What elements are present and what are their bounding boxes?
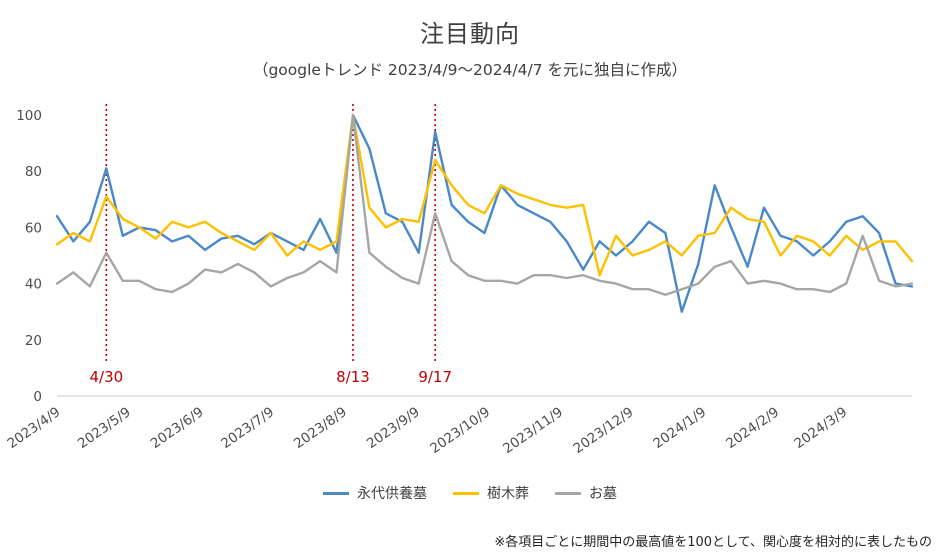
legend-label: 永代供養墓 [357, 486, 427, 502]
legend-line-yellow [453, 491, 479, 495]
y-axis-label: 80 [25, 164, 42, 180]
x-axis-label: 2024/3/9 [791, 404, 850, 452]
x-axis-label: 2023/11/9 [500, 404, 566, 457]
series-line-0 [55, 113, 914, 313]
chart-legend: 永代供養墓 樹木葬 お墓 [0, 483, 940, 503]
legend-item-ohaka: お墓 [555, 483, 617, 503]
y-axis-label: 60 [25, 220, 42, 236]
x-axis-label: 2024/2/9 [723, 404, 782, 452]
annotation-label: 9/17 [418, 368, 452, 386]
x-axis-label: 2023/4/9 [4, 404, 63, 452]
x-axis-label: 2023/5/9 [75, 404, 134, 452]
legend-line-gray [555, 491, 581, 495]
x-axis-label: 2023/12/9 [571, 404, 637, 457]
legend-item-jumokuso: 樹木葬 [453, 483, 529, 503]
legend-label: 樹木葬 [487, 486, 529, 502]
annotation-label: 8/13 [336, 368, 370, 386]
x-axis-label: 2023/10/9 [427, 404, 493, 457]
y-axis-label: 40 [25, 277, 42, 293]
x-axis-label: 2023/8/9 [291, 404, 350, 452]
x-axis-label: 2023/6/9 [148, 404, 207, 452]
x-axis-label: 2024/1/9 [650, 404, 709, 452]
legend-label: お墓 [589, 486, 617, 502]
y-axis-label: 100 [16, 108, 42, 124]
legend-line-blue [323, 491, 349, 495]
legend-item-eitai-kuyobo: 永代供養墓 [323, 483, 427, 503]
annotation-label: 4/30 [89, 368, 123, 386]
series-line-1 [55, 113, 914, 277]
y-axis-label: 0 [33, 389, 42, 405]
x-axis-label: 2023/9/9 [364, 404, 423, 452]
footnote: ※各項目ごとに期間中の最高値を100として、関心度を相対的に表したもの [494, 535, 932, 550]
page-title: 注目動向 [420, 20, 520, 48]
x-axis-label: 2023/7/9 [218, 404, 277, 452]
series-line-2 [55, 113, 914, 296]
chart-subtitle: （googleトレンド 2023/4/9～2024/4/7 を元に独自に作成） [252, 61, 688, 79]
y-axis-label: 20 [25, 333, 42, 349]
